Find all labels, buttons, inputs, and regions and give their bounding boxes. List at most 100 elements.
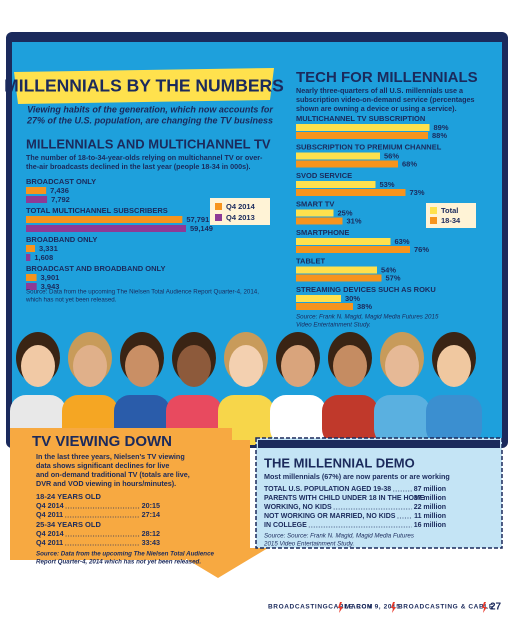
bar	[296, 295, 341, 302]
group-label: 25-34 YEARS OLD	[36, 520, 101, 529]
description: and on-demand traditional TV (totals are…	[36, 470, 190, 479]
bar	[296, 266, 377, 274]
footer-bolt	[338, 602, 343, 613]
bar	[296, 303, 353, 310]
value-label: 89%	[434, 123, 449, 132]
bar	[296, 152, 380, 160]
footer-date: MARCH 9, 2015	[345, 604, 400, 611]
bar	[296, 238, 391, 245]
source: Source: Source: Frank N. Magid, Magid Me…	[264, 533, 414, 540]
row-label: TOTAL U.S. POPULATION AGED 19-38	[264, 486, 391, 493]
legend-label: Total	[441, 206, 458, 215]
value-label: 53%	[380, 180, 395, 189]
title: MILLENNIALS BY THE NUMBERS	[4, 76, 284, 96]
value-label: 7,792	[51, 195, 70, 204]
item-label: SUBSCRIPTION TO PREMIUM CHANNEL	[296, 142, 442, 151]
description: subscription video-on-demand service (pe…	[296, 95, 475, 104]
bar	[26, 225, 186, 232]
item-label: TABLET	[296, 256, 325, 265]
row-label: PARENTS WITH CHILD UNDER 18 IN THE HOME	[264, 495, 425, 502]
row-label: Q4 2014	[36, 501, 64, 510]
value-label: 57%	[386, 273, 401, 282]
source: 2015 Video Entertainment Study.	[263, 541, 354, 548]
footer-bolt	[482, 602, 487, 613]
row-label: NOT WORKING OR MARRIED, NO KIDS	[264, 513, 396, 520]
bar	[296, 132, 428, 139]
item-label: SMART TV	[296, 199, 334, 208]
item-label: SMARTPHONE	[296, 228, 349, 237]
row-value: 11 million	[414, 513, 446, 520]
value-label: 63%	[395, 237, 410, 246]
bar	[296, 209, 334, 217]
value-label: 73%	[410, 188, 425, 197]
group-label: TOTAL MULTICHANNEL SUBSCRIBERS	[26, 206, 168, 215]
row-value: 22 million	[414, 504, 446, 511]
row-value: 27:14	[142, 510, 160, 519]
description: DVR and VOD viewing in hours/minutes).	[36, 479, 176, 488]
description: shown are owning a device or using a ser…	[296, 104, 457, 113]
person-face	[125, 345, 159, 387]
footer-bolt	[391, 602, 396, 613]
person-face	[177, 345, 211, 387]
group-label: 18-24 YEARS OLD	[36, 492, 101, 501]
person-face	[21, 345, 55, 387]
person-shirt	[270, 395, 326, 445]
value-label: 7,436	[50, 186, 69, 195]
viewing-box	[10, 428, 268, 578]
footer-site: BROADCASTINGCABLE.COM	[268, 604, 373, 611]
value-label: 88%	[432, 131, 447, 140]
row-value: 20:15	[142, 501, 160, 510]
value-label: 57,791	[186, 215, 209, 224]
bar	[296, 160, 398, 168]
group-label: BROADCAST ONLY	[26, 177, 96, 186]
bar	[296, 124, 430, 131]
description: In the last three years, Nielsen's TV vi…	[36, 452, 185, 461]
row-value: 87 million	[414, 486, 446, 493]
subtitle: 27% of the U.S. population, are changing…	[26, 115, 273, 125]
bar	[26, 274, 37, 281]
section-title: TECH FOR MILLENNIALS	[296, 69, 478, 86]
value-label: 59,149	[190, 224, 213, 233]
bar	[26, 216, 183, 223]
value-label: 3,331	[39, 244, 58, 253]
bar	[296, 246, 410, 253]
item-label: SVOD SERVICE	[296, 171, 352, 180]
person-face	[229, 345, 263, 387]
section-title: MILLENNIALS AND MULTICHANNEL TV	[26, 136, 271, 151]
value-label: 3,943	[41, 282, 60, 291]
person-shirt	[374, 395, 430, 445]
source: Report Quarter-4, 2014 which has not yet…	[36, 559, 201, 566]
row-label: WORKING, NO KIDS	[264, 504, 332, 511]
row-value: 28:12	[142, 529, 160, 538]
bar	[296, 274, 382, 282]
person-shirt	[426, 395, 482, 445]
source: Source: Data from the upcoming The Niels…	[36, 551, 215, 558]
group-label: BROADCAST AND BROADBAND ONLY	[26, 264, 165, 273]
source: Source: Data from the upcoming The Niels…	[26, 289, 259, 296]
description: data shows significant declines for live	[36, 461, 169, 470]
bar	[26, 254, 31, 261]
legend-swatch	[215, 214, 222, 221]
value-label: 30%	[345, 294, 360, 303]
bar	[26, 245, 36, 252]
legend-label: Q4 2013	[226, 213, 255, 222]
value-label: 25%	[338, 208, 353, 217]
value-label: 38%	[357, 302, 372, 311]
row-value: 33:43	[142, 538, 160, 547]
bar	[296, 189, 406, 196]
demo-box	[255, 437, 503, 549]
bar	[26, 187, 47, 194]
description: The number of 18-to-34-year-olds relying…	[26, 153, 263, 162]
value-label: 1,608	[34, 253, 53, 262]
demo-strip	[258, 440, 500, 448]
row-value: 37 million	[414, 495, 446, 502]
person-face	[73, 345, 107, 387]
legend-label: Q4 2014	[226, 202, 256, 211]
legend-swatch	[215, 203, 222, 210]
section-title: THE MILLENNIAL DEMO	[264, 455, 415, 470]
source: which has not yet been released.	[25, 297, 117, 304]
source: Source: Frank N. Magid, Magid Media Futu…	[296, 314, 439, 321]
row-value: 16 million	[414, 522, 446, 529]
value-label: 56%	[384, 151, 399, 160]
